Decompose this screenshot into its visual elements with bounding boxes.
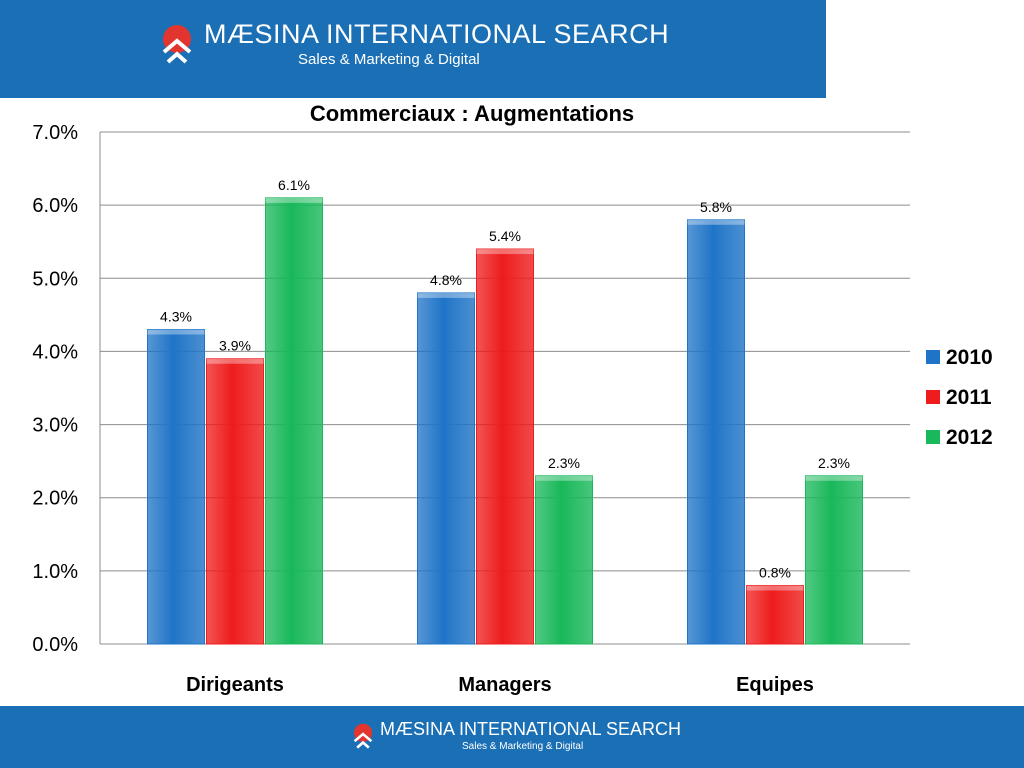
bar-highlight [206, 358, 264, 364]
footer-brand-logo: MÆSINA INTERNATIONAL SEARCH Sales & Mark… [352, 718, 681, 754]
brand-logo: MÆSINA INTERNATIONAL SEARCH Sales & Mark… [160, 18, 669, 70]
y-tick-label: 0.0% [32, 634, 78, 656]
brand-name: MÆSINA INTERNATIONAL SEARCH [204, 19, 670, 49]
data-label: 4.8% [430, 272, 462, 288]
bar-highlight [535, 475, 593, 481]
x-tick-label: Dirigeants [186, 674, 284, 696]
y-tick-label: 4.0% [32, 341, 78, 363]
y-tick-label: 5.0% [32, 268, 78, 290]
y-tick-label: 1.0% [32, 561, 78, 583]
bar-highlight [687, 219, 745, 225]
x-tick-label: Equipes [736, 674, 814, 696]
bar-2011-dirigeants [206, 358, 264, 645]
data-label: 4.3% [160, 308, 192, 324]
bar-2010-managers [417, 292, 475, 645]
bar-highlight [476, 249, 534, 255]
legend-swatch-2010 [926, 350, 940, 364]
data-label: 2.3% [818, 455, 850, 471]
header-banner: MÆSINA INTERNATIONAL SEARCH Sales & Mark… [0, 0, 826, 98]
data-label: 5.8% [700, 199, 732, 215]
data-label: 5.4% [489, 228, 521, 244]
bar-highlight [265, 197, 323, 203]
data-label: 0.8% [759, 564, 791, 580]
y-tick-label: 7.0% [32, 122, 78, 144]
legend-label-2012: 2012 [946, 426, 993, 449]
data-label: 2.3% [548, 455, 580, 471]
bar-highlight [147, 329, 205, 335]
legend-swatch-2011 [926, 390, 940, 404]
legend-label-2010: 2010 [946, 346, 993, 369]
data-label: 6.1% [278, 177, 310, 193]
y-tick-label: 2.0% [32, 488, 78, 510]
bar-2012-managers [535, 475, 593, 645]
bar-chart: Commerciaux : Augmentations 0.0% 1.0% 2.0% 3… [32, 101, 993, 696]
bar-2010-equipes [687, 219, 745, 645]
footer-brand-name: MÆSINA INTERNATIONAL SEARCH [380, 719, 682, 739]
y-tick-label: 6.0% [32, 195, 78, 217]
legend-swatch-2012 [926, 430, 940, 444]
brand-tagline: Sales & Marketing & Digital [298, 51, 480, 68]
bar-2012-dirigeants [265, 197, 323, 645]
maesina-logo-icon [353, 723, 373, 749]
bar-2011-managers [476, 248, 534, 645]
bar-2012-equipes [805, 475, 863, 645]
legend-label-2011: 2011 [946, 386, 992, 409]
footer-brand-tagline: Sales & Marketing & Digital [462, 741, 584, 752]
maesina-logo-icon [162, 25, 192, 64]
y-tick-label: 3.0% [32, 415, 78, 437]
bar-highlight [746, 585, 804, 591]
bar-highlight [417, 292, 475, 298]
bar-highlight [805, 475, 863, 481]
bar-2010-dirigeants [147, 328, 205, 645]
bar-2011-equipes [746, 584, 804, 645]
data-label: 3.9% [219, 338, 251, 354]
chart-title: Commerciaux : Augmentations [310, 101, 634, 126]
x-tick-label: Managers [458, 674, 551, 696]
footer-banner: MÆSINA INTERNATIONAL SEARCH Sales & Mark… [0, 706, 1024, 768]
